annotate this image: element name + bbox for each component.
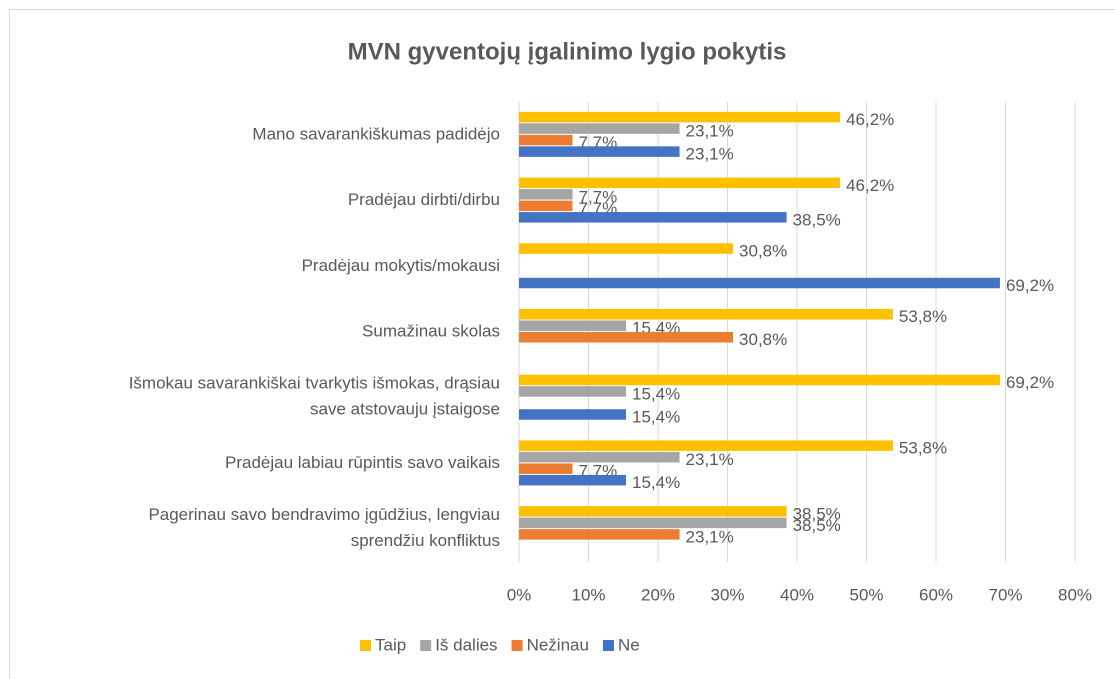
legend-swatch: [360, 640, 371, 651]
y-tick-label: Išmokau savarankiškai tvarkytis išmokas,…: [129, 374, 500, 419]
legend-label: Ne: [618, 635, 640, 654]
data-label: 23,1%: [686, 122, 734, 141]
bar: [519, 243, 734, 254]
y-tick-label: Pagerinau savo bendravimo įgūdžius, leng…: [148, 506, 500, 551]
bar: [519, 386, 627, 397]
data-label: 7,7%: [579, 187, 618, 206]
x-tick-label: 50%: [849, 585, 883, 604]
bar: [519, 374, 1000, 386]
y-tick-label: Pradėjau labiau rūpintis savo vaikais: [225, 453, 500, 472]
bar: [519, 463, 573, 474]
bar: [519, 409, 627, 420]
data-label: 46,2%: [846, 176, 894, 195]
bar: [519, 177, 841, 189]
bar: [519, 451, 680, 463]
bar: [519, 309, 893, 320]
data-label: 30,8%: [739, 242, 787, 261]
bar: [519, 134, 573, 146]
y-tick-label: Mano savarankiškumas padidėjo: [252, 124, 500, 143]
data-label: 23,1%: [686, 450, 734, 469]
data-label: 53,8%: [899, 439, 947, 458]
bar: [519, 212, 787, 223]
bar: [519, 332, 734, 343]
data-label: 23,1%: [686, 527, 734, 546]
legend-label: Iš dalies: [435, 635, 497, 654]
data-label: 46,2%: [846, 110, 894, 129]
data-label: 69,2%: [1006, 373, 1054, 392]
data-label: 69,2%: [1006, 276, 1054, 295]
bar: [519, 529, 680, 540]
data-label: 15,4%: [632, 384, 680, 403]
data-label: 15,4%: [632, 407, 680, 426]
x-tick-label: 80%: [1058, 585, 1092, 604]
data-label: 38,5%: [793, 516, 841, 535]
bar: [519, 200, 573, 212]
data-label: 38,5%: [793, 210, 841, 229]
bar: [519, 146, 680, 157]
legend-label: Nežinau: [527, 635, 589, 654]
y-tick-label: Sumažinau skolas: [362, 321, 500, 340]
bar: [519, 506, 787, 517]
bar: [519, 474, 627, 486]
legend-swatch: [420, 640, 432, 651]
bar: [519, 277, 1000, 289]
x-tick-label: 30%: [710, 585, 744, 604]
legend-swatch: [511, 640, 523, 651]
data-label: 53,8%: [899, 307, 947, 326]
data-label: 30,8%: [739, 330, 787, 349]
data-label: 23,1%: [686, 145, 734, 164]
bar: [519, 111, 841, 123]
bar: [519, 189, 573, 200]
bar: [519, 517, 787, 529]
x-tick-label: 20%: [641, 585, 675, 604]
y-tick-label: Pradėjau mokytis/mokausi: [302, 256, 500, 275]
legend-label: Taip: [375, 635, 406, 654]
x-tick-label: 60%: [919, 585, 953, 604]
bar: [519, 320, 627, 331]
bar: [519, 123, 680, 134]
x-tick-label: 10%: [571, 585, 605, 604]
chart-title: MVN gyventojų įgalinimo lygio pokytis: [348, 38, 787, 65]
bar: [519, 440, 893, 451]
data-label: 38,5%: [793, 504, 841, 523]
data-label: 15,4%: [632, 473, 680, 492]
y-tick-label: Pradėjau dirbti/dirbu: [348, 190, 500, 209]
x-tick-label: 70%: [988, 585, 1022, 604]
chart-border: [9, 9, 1115, 679]
x-tick-label: 0%: [507, 585, 532, 604]
legend-swatch: [602, 640, 614, 651]
x-tick-label: 40%: [780, 585, 814, 604]
